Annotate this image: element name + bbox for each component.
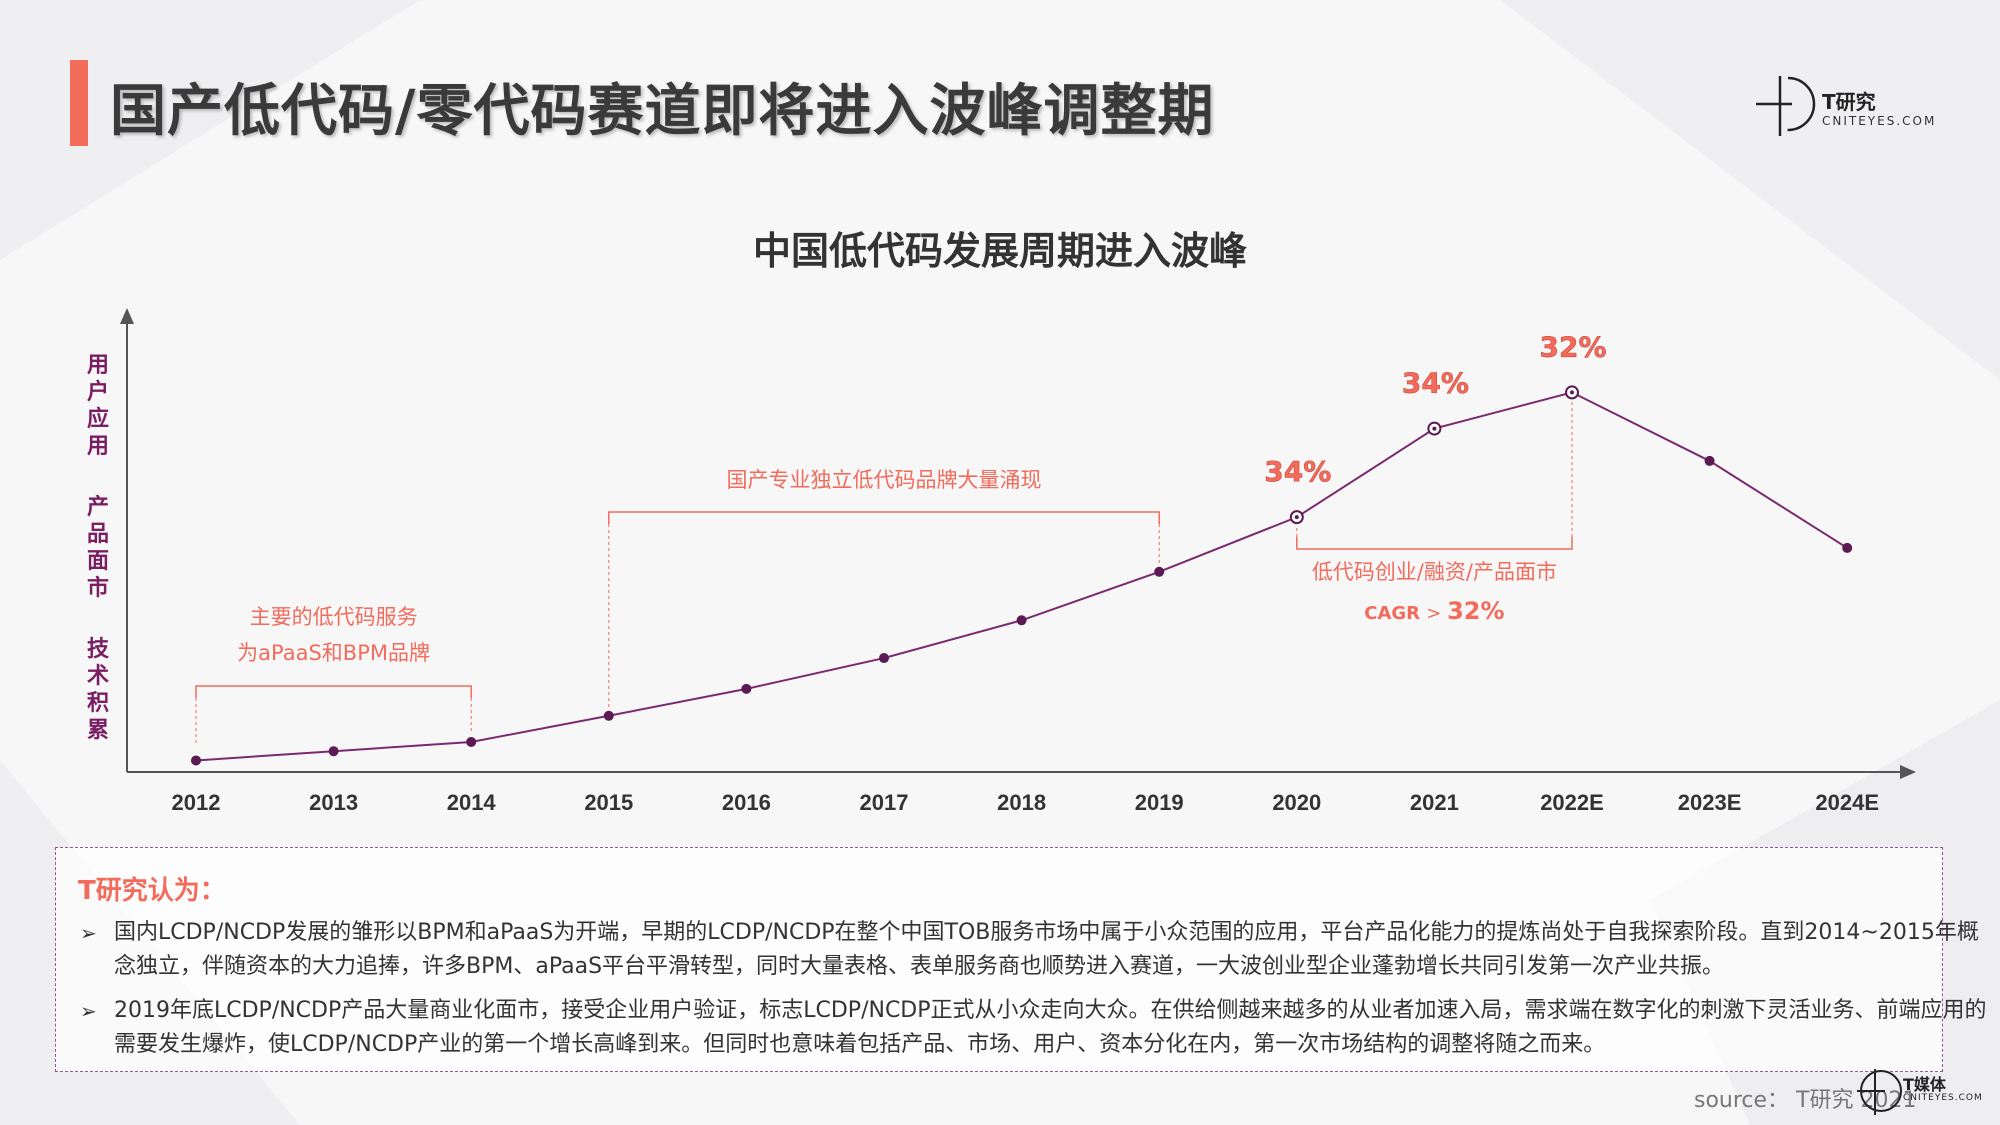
t-media-logo-icon [1857,1069,1902,1115]
annotation-text: 低代码创业/融资/产品面市 [1312,560,1557,584]
x-tick-label: 2020 [1272,790,1321,815]
annotation-bracket [608,511,1160,524]
footer-logo: T媒体 CNITEYES.COM [1855,1065,1995,1117]
annotation-bracket [195,685,472,698]
data-point [741,683,752,694]
note-text: 2019年底LCDP/NCDP产品大量商业化面市，接受企业用户验证，标志LCDP… [114,998,1987,1057]
data-point [879,653,889,664]
ylabel-product-launch: 产品面市 [86,495,109,601]
chart-title: 中国低代码发展周期进入波峰 [752,229,1247,273]
data-point [1154,566,1165,577]
growth-label: 34% [1264,455,1331,488]
data-point [603,710,614,721]
data-point [1016,615,1027,626]
y-axis-arrow-icon [120,308,134,324]
x-tick-label: 2016 [722,790,771,815]
data-point-center [1294,515,1299,520]
source-note: source： T研究 2021 [1694,1088,1917,1113]
ylabel-tech-accumulation: 技术积累 [86,637,109,743]
note-item: ➢ 2019年底LCDP/NCDP产品大量商业化面市，接受企业用户验证，标志LC… [80,994,1994,1062]
arrow-bullet-icon: ➢ [80,999,97,1023]
logo-url: CNITEYES.COM [1822,114,1937,128]
lowcode-cycle-chart: 2012 2013 2014 2015 2016 2017 2018 2019 2020 2021… [120,308,1916,815]
data-point [191,755,201,766]
notes-heading: T研究认为： [78,876,226,906]
t-research-notes: T研究认为： ➢ 国内LCDP/NCDP发展的雏形以BPM和aPaaS为开端，早… [55,847,1987,1072]
annotation-bracket [1296,537,1573,550]
ylabel-user-apps: 用户应用 [86,353,109,459]
data-point [1842,542,1853,553]
data-point [466,736,477,747]
x-tick-label: 2012 [172,790,221,815]
annotation-text: 为aPaaS和BPM品牌 [237,641,430,665]
x-tick-label: 2019 [1135,790,1184,815]
growth-label: 32% [1539,330,1606,363]
data-point [328,746,339,757]
arrow-bullet-icon: ➢ [80,921,97,945]
x-tick-label: 2024E [1815,790,1879,815]
t-logo-icon [1756,76,1816,136]
x-tick-label: 2017 [860,790,909,815]
data-point [1704,455,1715,466]
note-item: ➢ 国内LCDP/NCDP发展的雏形以BPM和aPaaS为开端，早期的LCDP/… [80,916,1994,984]
x-tick-label: 2014 [447,790,497,815]
title-accent-bar [70,60,88,146]
x-tick-label: 2022E [1540,790,1604,815]
x-tick-label: 2018 [997,790,1046,815]
annotation-text: 主要的低代码服务 [250,605,418,629]
logo-name: T研究 [1822,90,1876,114]
series-line [195,391,1848,762]
annotation-text: 国产专业独立低代码品牌大量涌现 [727,468,1042,492]
x-tick-label: 2013 [309,790,358,815]
cagr-label: CAGR > 32% [1364,597,1504,625]
x-tick-label: 2021 [1410,790,1459,815]
brand-logo: T研究 CNITEYES.COM [1752,70,1952,140]
note-text: 国内LCDP/NCDP发展的雏形以BPM和aPaaS为开端，早期的LCDP/NC… [114,920,1979,979]
page-title: 国产低代码/零代码赛道即将进入波峰调整期 [110,79,1215,144]
x-tick-label: 2015 [584,790,633,815]
data-point-center [1432,426,1437,431]
growth-label: 34% [1402,367,1469,400]
footer-logo-name: T媒体 [1903,1075,1946,1094]
data-point-center [1570,390,1574,395]
footer-logo-url: CNITEYES.COM [1903,1093,1983,1103]
x-axis-arrow-icon [1900,765,1916,779]
x-tick-label: 2023E [1678,790,1742,815]
